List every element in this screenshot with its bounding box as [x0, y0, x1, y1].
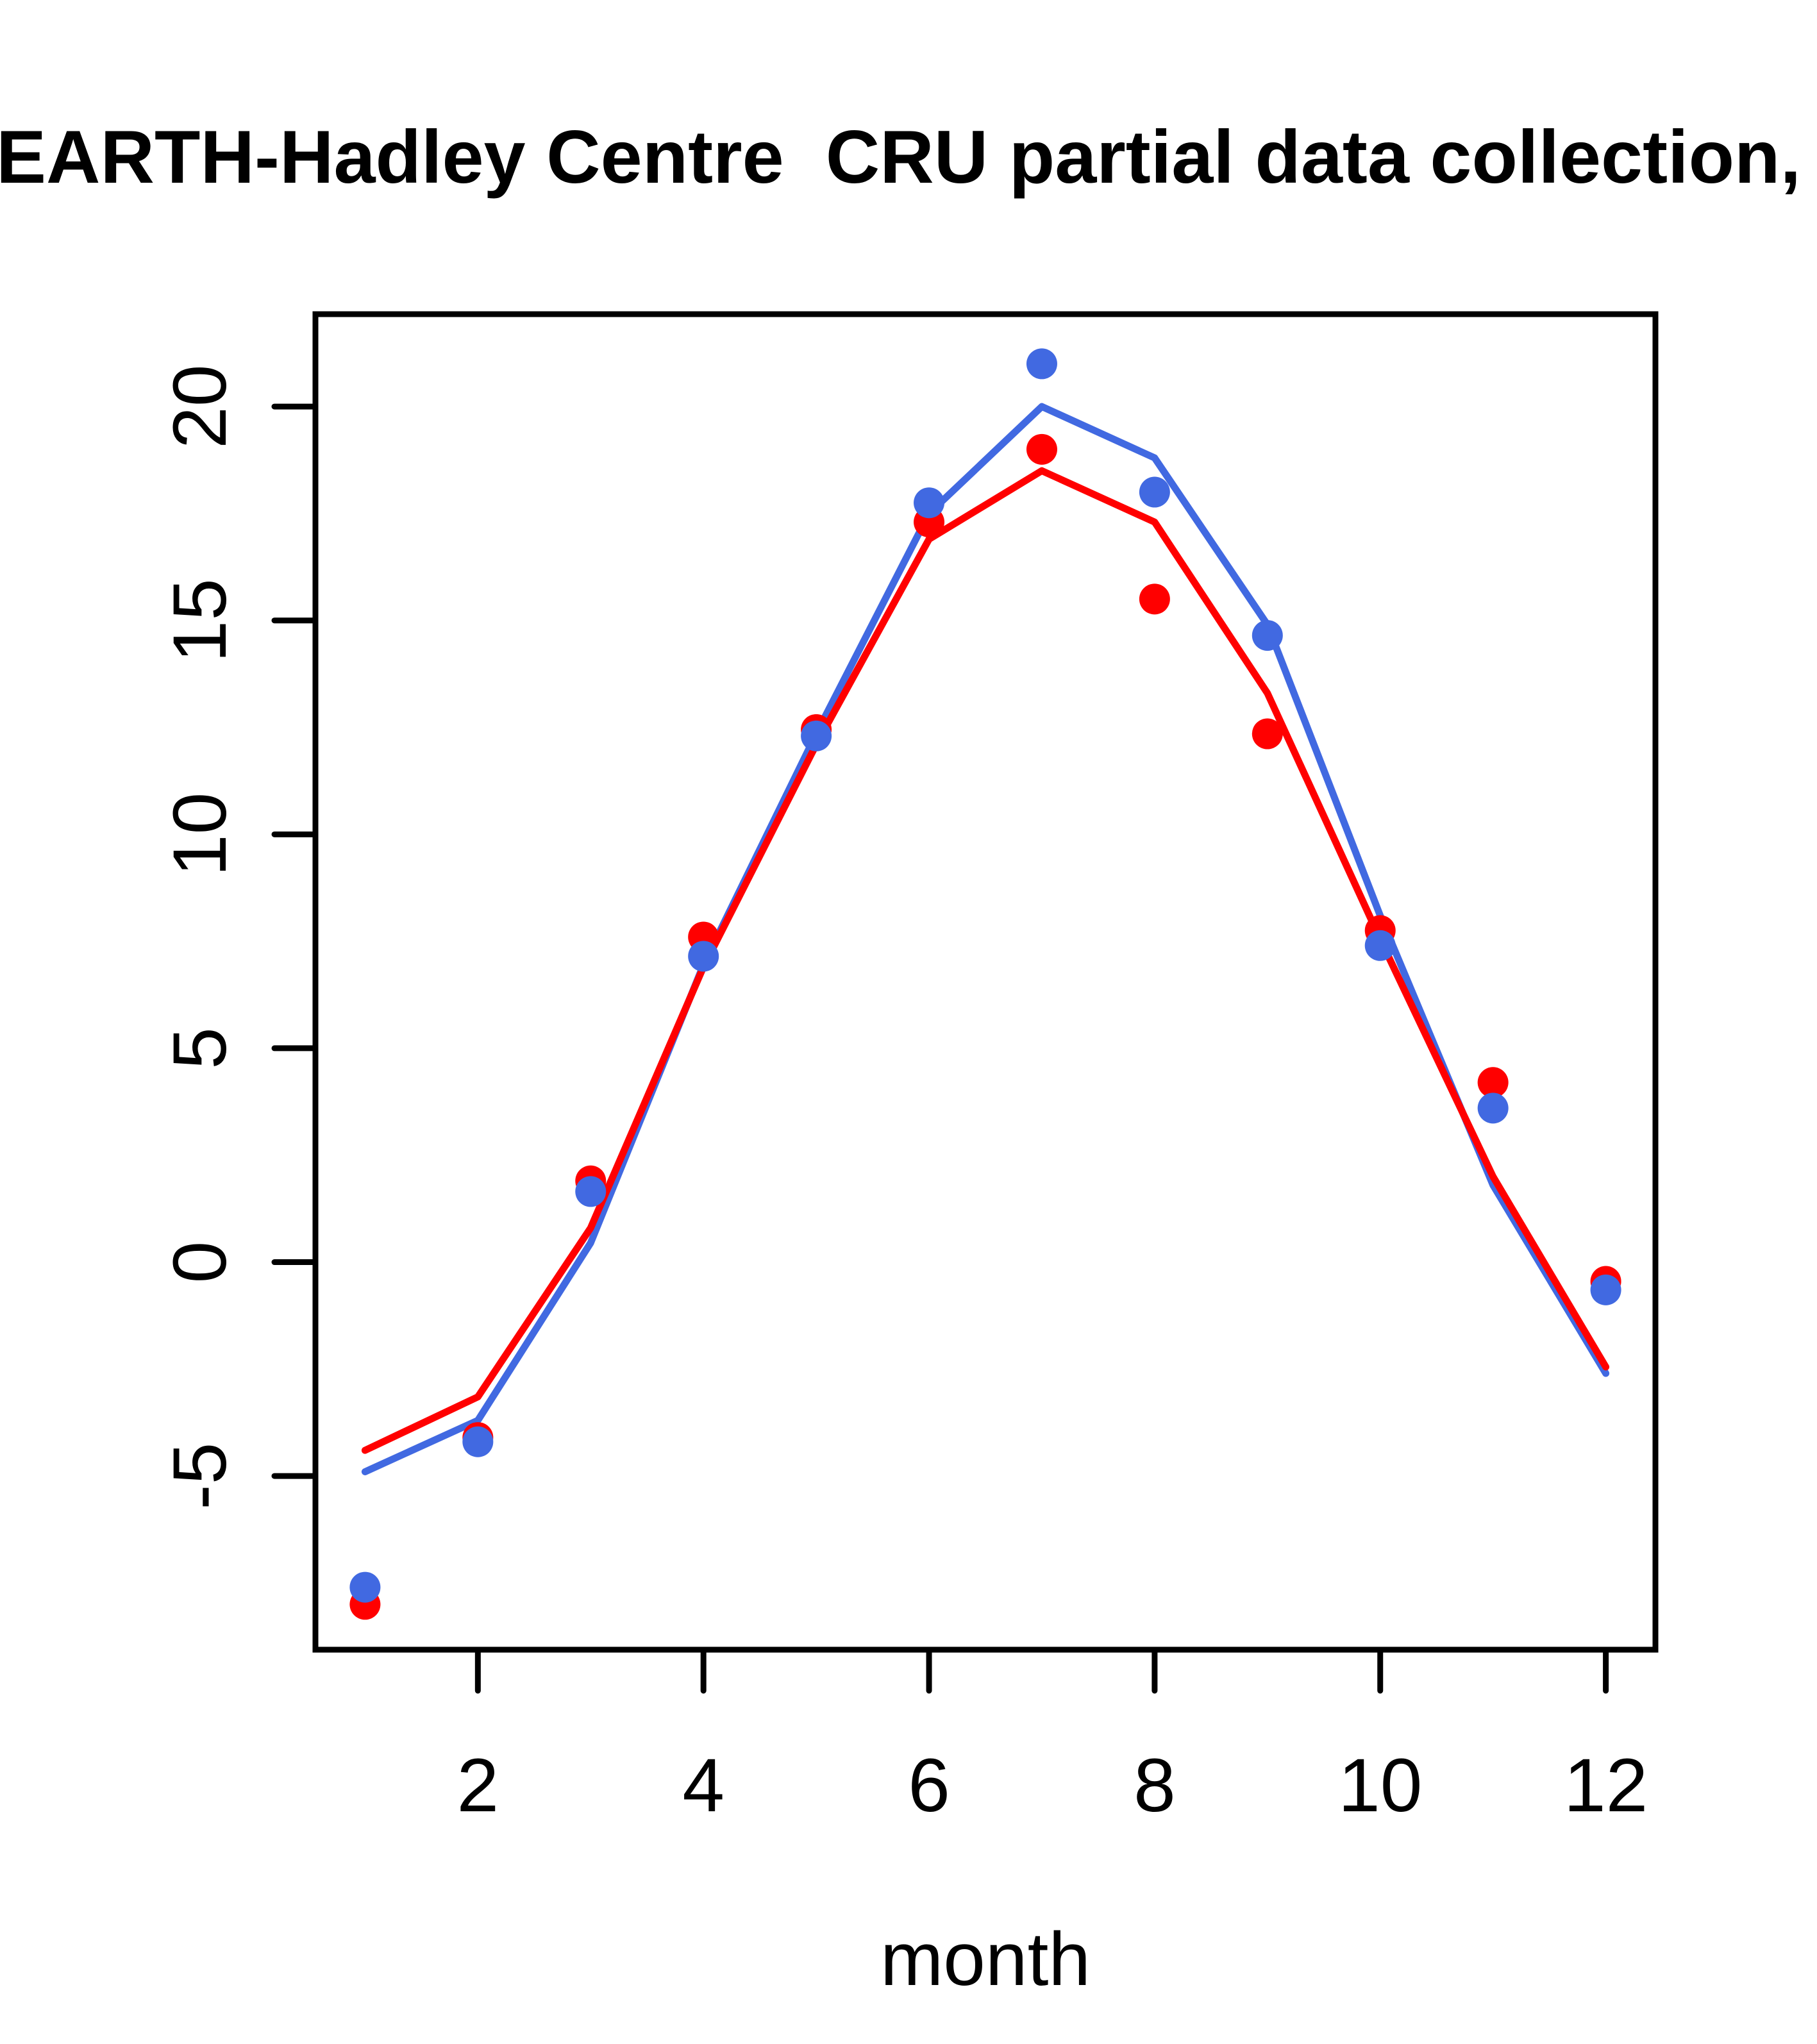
blue-point: [1590, 1274, 1621, 1305]
blue-point: [914, 487, 945, 519]
y-tick-label: 15: [158, 578, 242, 662]
y-tick-label: 5: [158, 1027, 242, 1069]
blue-point: [801, 720, 832, 751]
y-tick-label: 20: [158, 364, 242, 448]
blue-point: [688, 941, 719, 972]
x-tick-label: 12: [1564, 1743, 1648, 1828]
blue-point: [349, 1571, 381, 1603]
chart-title: EARTH-Hadley Centre CRU partial data col…: [0, 115, 1802, 199]
red-point: [1026, 433, 1057, 465]
y-tick-label: -5: [158, 1443, 242, 1510]
x-tick-label: 10: [1338, 1743, 1422, 1828]
red-point: [1139, 583, 1170, 615]
blue-point: [1139, 476, 1170, 508]
x-tick-label: 8: [1134, 1743, 1176, 1828]
y-tick-label: 10: [158, 792, 242, 876]
red-point: [1252, 718, 1283, 750]
red-point: [1477, 1067, 1509, 1098]
red-line-path: [361, 467, 1610, 1454]
blue-point: [1026, 348, 1057, 380]
x-tick-label: 4: [682, 1743, 724, 1828]
blue-point: [575, 1176, 607, 1207]
x-axis-label: month: [880, 1917, 1091, 2002]
y-tick-label: 0: [158, 1241, 242, 1284]
x-tick-label: 2: [457, 1743, 499, 1828]
plot-box: [312, 311, 1659, 1653]
blue-point: [1252, 620, 1283, 651]
blue-point: [1477, 1093, 1509, 1124]
x-tick-label: 6: [908, 1743, 950, 1828]
blue-line-path: [361, 403, 1610, 1475]
blue-point: [1364, 930, 1396, 961]
blue-point: [462, 1426, 494, 1457]
